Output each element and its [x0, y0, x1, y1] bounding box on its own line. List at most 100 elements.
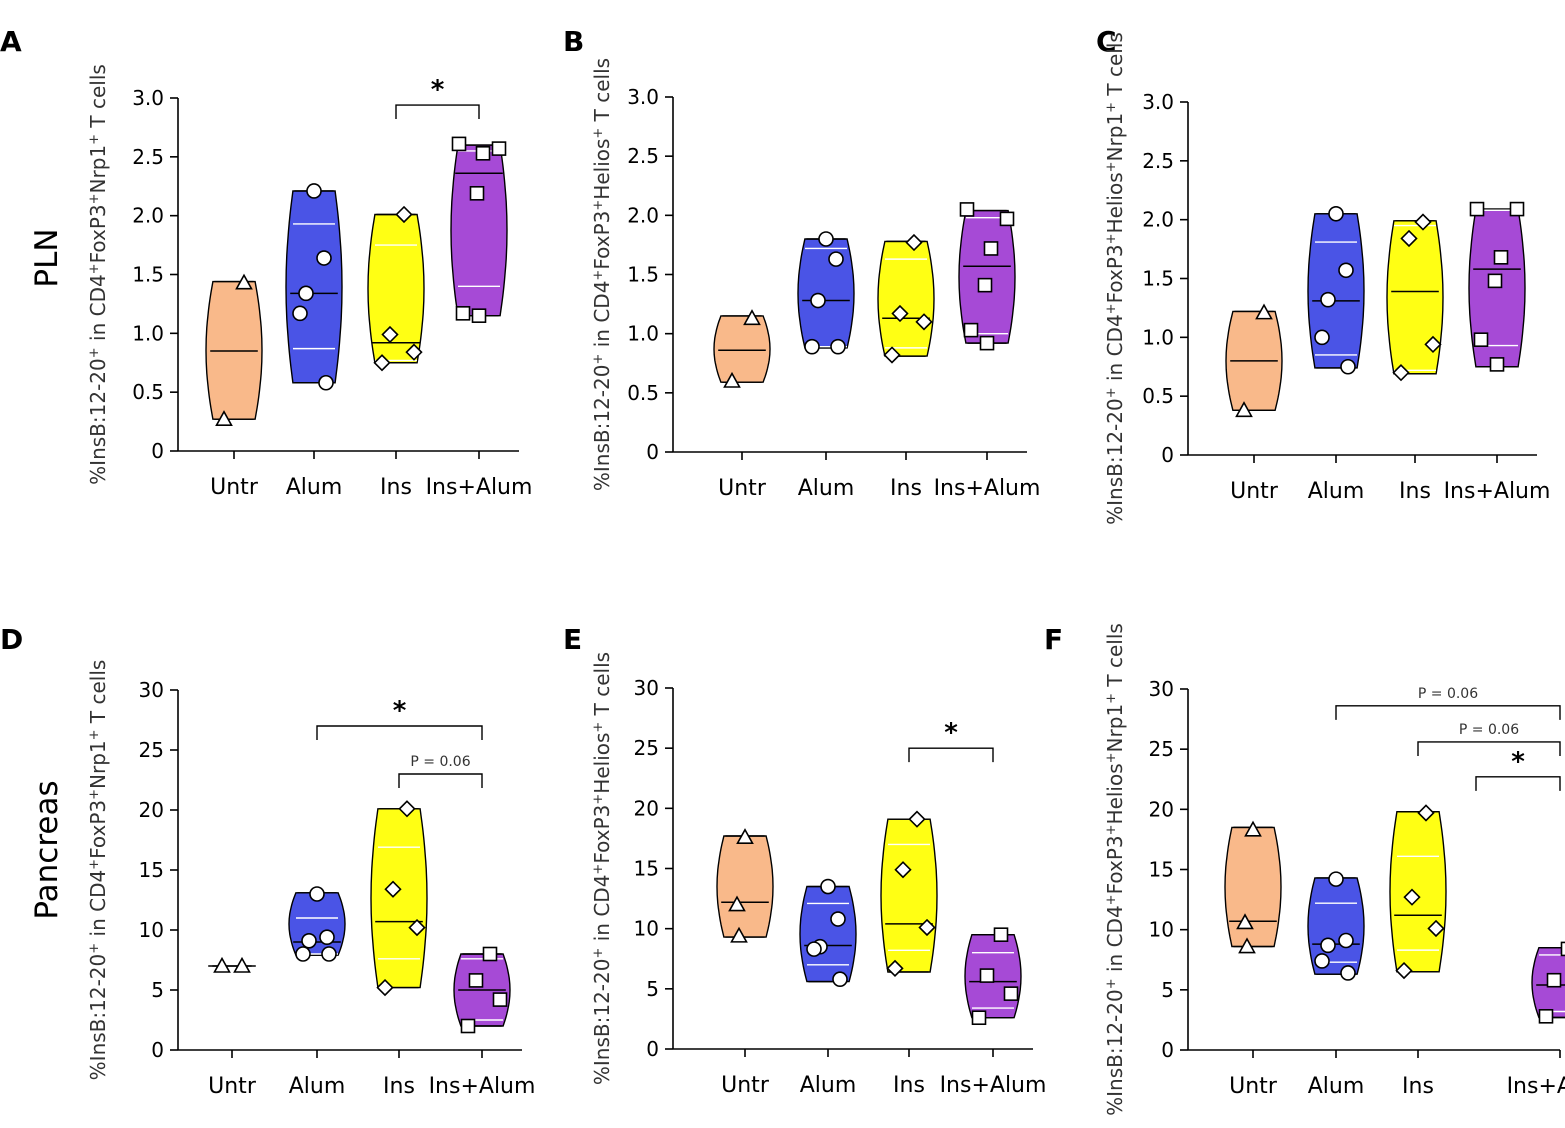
panel-f-untr-point	[1236, 913, 1254, 930]
panel-b-y-tick-label: 0	[646, 440, 659, 464]
panel-e-y-tick-label: 5	[646, 977, 659, 1001]
panel-b-insalum-point	[959, 202, 975, 217]
panel-e-y-tick-label: 20	[634, 796, 659, 820]
y-label-part: in CD4	[1103, 905, 1127, 978]
panel-b: B00.51.01.52.02.53.0%InsB:12-20+ in CD4+…	[563, 25, 1040, 501]
panel-c-insalum-point	[1489, 357, 1505, 372]
panel-c-untr-group: Untr	[1225, 303, 1283, 504]
y-label-part: FoxP3	[86, 204, 110, 263]
panel-c-ins-point	[1414, 213, 1432, 231]
panel-d-insalum-point	[460, 1018, 476, 1034]
panel-e-insalum-point	[1003, 986, 1019, 1001]
panel-f-insalum-point	[1538, 1009, 1554, 1024]
panel-f-y-tick-label: 15	[1149, 858, 1174, 882]
panel-f-untr-point	[1238, 937, 1256, 954]
panel-f-ins-point	[1403, 888, 1421, 906]
panel-f-y-tick-label: 20	[1149, 797, 1174, 821]
panel-e-bracket: *	[908, 718, 994, 763]
y-label-part: +	[1104, 387, 1119, 398]
y-label-part: Nrp1	[86, 740, 110, 789]
y-label-part: +	[87, 789, 102, 800]
panel-a-insalum-point	[491, 141, 507, 156]
panel-d-ins-point	[384, 880, 402, 898]
y-label-part: +	[87, 859, 102, 870]
panel-c-alum-point	[1340, 358, 1356, 375]
panel-b-untr-point	[743, 309, 761, 326]
panel-e-y-tick-label: 25	[634, 736, 659, 760]
panel-c-y-label: %InsB:12-20+ in CD4+FoxP3+Helios+Nrp1+ T…	[1103, 32, 1127, 525]
y-label-part: T cells	[86, 64, 110, 134]
panel-a-y-tick-label: 2.5	[132, 145, 164, 169]
panel-f-alum-group: Alum	[1307, 871, 1365, 1099]
panel-e-insalum-point	[979, 968, 995, 983]
panel-a-alum-group: Alum	[285, 183, 343, 500]
panel-d-bracket-line	[398, 773, 483, 788]
panel-f-y-tick-label: 25	[1149, 737, 1174, 761]
panel-f-y-label: %InsB:12-20+ in CD4+FoxP3+Helios+Nrp1+ T…	[1103, 623, 1127, 1116]
panel-c-ins-point	[1400, 229, 1418, 248]
panel-e-bracket-line	[908, 747, 994, 763]
y-label-part: +	[1104, 824, 1119, 835]
panel-f-ins-violin	[1389, 811, 1447, 973]
panel-a-insalum-x-label: Ins+Alum	[426, 475, 533, 500]
panel-f-ins-point	[1427, 919, 1445, 938]
panel-a-ins-x-label: Ins	[380, 475, 412, 500]
panel-d-ins-violin	[370, 808, 428, 989]
row-label-pln: PLN	[29, 228, 65, 287]
panel-a-bracket-line	[395, 104, 480, 120]
panel-b-ins-point	[891, 304, 909, 323]
panel-d-y-label: %InsB:12-20+ in CD4+FoxP3+Nrp1+ T cells	[86, 660, 110, 1081]
panel-b-alum-point	[828, 251, 844, 267]
panel-b-insalum-group: Ins+Alum	[934, 202, 1040, 501]
y-label-part: in CD4	[590, 875, 614, 948]
panel-e-alum-point	[820, 878, 836, 895]
panel-d-y-tick-label: 20	[139, 798, 164, 822]
panel-c-ins-point	[1424, 335, 1442, 354]
panel-b-insalum-violin	[958, 209, 1016, 344]
panel-a-untr-group: Untr	[205, 273, 263, 500]
panel-a-ins-point	[395, 205, 413, 224]
y-label-part: +	[591, 270, 606, 281]
panel-e-insalum-point	[993, 927, 1009, 942]
panel-f-alum-x-label: Alum	[1308, 1074, 1365, 1099]
y-label-part: +	[1104, 693, 1119, 704]
panel-c-y-tick-label: 3.0	[1142, 90, 1174, 114]
panel-e-ins-point	[908, 810, 926, 828]
row-label-pancreas-text: Pancreas	[29, 780, 65, 919]
panel-b-insalum-point	[999, 211, 1015, 227]
panel-c-alum-point	[1328, 205, 1344, 222]
panel-b-y-tick-label: 1.5	[627, 263, 659, 287]
panel-b-ins-x-label: Ins	[890, 476, 922, 501]
panel-c-untr-point	[1235, 401, 1253, 418]
panel-d-bracket-line	[316, 725, 483, 740]
row-label-pln-text: PLN	[29, 228, 65, 287]
panel-d-y-tick-label: 30	[139, 678, 164, 702]
panel-d-insalum-point	[482, 946, 498, 962]
panel-f-insalum-point	[1546, 972, 1562, 988]
panel-d-alum-point	[301, 932, 317, 949]
panel-f-bracket-label: P = 0.06	[1459, 722, 1519, 738]
panel-b-y-tick-label: 3.0	[627, 85, 659, 109]
panel-d-ins-group: Ins	[370, 800, 428, 1099]
y-label-part: Helios	[590, 733, 614, 794]
panel-a-alum-point	[292, 305, 308, 322]
panel-d-ins-x-label: Ins	[383, 1074, 415, 1099]
y-label-part: %InsB:12-20	[86, 358, 110, 485]
panel-d-insalum-group: Ins+Alum	[429, 946, 535, 1099]
panel-c-y-tick-label: 0.5	[1142, 384, 1174, 408]
panel-b-untr-group: Untr	[713, 309, 771, 501]
panel-c-alum-point	[1338, 262, 1354, 279]
panel-c-y-tick-label: 2.0	[1142, 208, 1174, 232]
panel-e-untr-x-label: Untr	[721, 1073, 770, 1098]
panel-a-untr-x-label: Untr	[210, 475, 259, 500]
panel-e-alum-violin	[799, 885, 857, 983]
panel-c-insalum-point	[1473, 332, 1489, 347]
panel-a-y-tick-label: 0	[151, 439, 164, 463]
panel-d-untr-x-label: Untr	[208, 1074, 257, 1099]
y-label-part: Nrp1	[1103, 704, 1127, 753]
panel-f-letter: F	[1044, 623, 1063, 656]
panel-f-ins-x-label: Ins	[1402, 1074, 1434, 1099]
panel-e-alum-group: Alum	[799, 878, 857, 1098]
y-label-part: FoxP3	[590, 805, 614, 864]
